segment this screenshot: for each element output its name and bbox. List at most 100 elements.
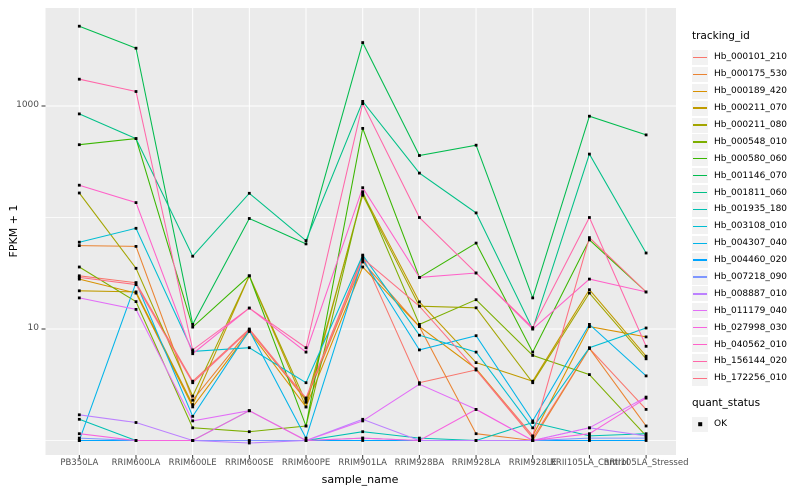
data-point — [304, 424, 308, 428]
legend-key — [692, 303, 708, 319]
legend-line-swatch — [693, 90, 707, 92]
data-point — [474, 143, 478, 147]
legend-item-label: Hb_000175_530 — [714, 69, 788, 80]
legend-line-swatch — [693, 175, 707, 177]
legend-key — [692, 117, 708, 133]
data-point — [191, 419, 195, 423]
data-point — [474, 439, 478, 442]
legend-item: Hb_011179_040 — [692, 302, 798, 319]
data-point — [418, 382, 421, 386]
data-point — [247, 274, 251, 278]
data-point — [77, 277, 81, 281]
data-point — [304, 405, 308, 409]
data-point — [134, 290, 138, 294]
data-point — [644, 396, 648, 400]
data-point — [644, 439, 648, 442]
data-point — [418, 154, 421, 157]
data-point — [134, 281, 138, 285]
legend-line-swatch — [693, 124, 707, 126]
data-point — [77, 143, 81, 147]
legend-title-quant-status: quant_status — [692, 396, 761, 409]
y-axis-title: FPKM + 1 — [7, 204, 20, 258]
data-point — [304, 239, 308, 242]
data-point — [531, 326, 535, 329]
legend-key — [692, 83, 708, 99]
data-point — [77, 274, 81, 278]
data-point — [191, 323, 195, 326]
data-point — [361, 100, 365, 103]
data-point — [588, 373, 591, 376]
data-point — [418, 323, 421, 326]
legend-key — [692, 218, 708, 234]
legend-key — [692, 134, 708, 150]
data-point — [644, 374, 648, 378]
legend-key — [692, 353, 708, 369]
data-point — [644, 424, 648, 428]
data-point — [418, 276, 421, 279]
legend-item-label: Hb_000189_420 — [714, 86, 788, 97]
data-point — [644, 408, 648, 411]
data-point — [644, 251, 648, 255]
data-point — [304, 439, 308, 442]
legend-item: Hb_172256_010 — [692, 370, 798, 387]
data-point — [588, 152, 591, 156]
data-point — [304, 381, 308, 385]
data-point — [531, 381, 535, 385]
data-point — [191, 350, 195, 353]
legend-item: Hb_004307_040 — [692, 235, 798, 252]
legend-item: Hb_000211_080 — [692, 117, 798, 134]
data-point — [247, 306, 251, 310]
data-point — [304, 396, 308, 400]
data-point — [474, 334, 478, 338]
data-point — [531, 379, 535, 383]
data-point — [644, 326, 648, 330]
data-point — [77, 265, 81, 269]
legend-line-swatch — [693, 107, 707, 109]
data-point — [474, 306, 478, 310]
data-point — [77, 24, 81, 28]
data-point — [134, 283, 138, 286]
data-point — [474, 211, 478, 215]
legend-key — [692, 337, 708, 353]
data-point — [361, 41, 365, 44]
legend-key — [692, 370, 708, 386]
data-point — [77, 413, 81, 417]
data-point — [134, 308, 138, 311]
data-point — [247, 439, 251, 442]
legend-line-swatch — [693, 377, 707, 380]
data-point — [191, 381, 195, 385]
data-point — [474, 271, 478, 275]
data-point — [531, 436, 535, 440]
legend: tracking_id Hb_000101_210 Hb_000175_530 Hb… — [692, 30, 798, 433]
quant-status-items: OK — [692, 416, 798, 433]
data-point — [77, 77, 81, 81]
quant-status-key — [692, 416, 708, 432]
legend-key — [692, 320, 708, 336]
data-point — [361, 253, 365, 257]
data-point — [134, 90, 138, 93]
data-point — [588, 434, 591, 438]
data-point — [531, 421, 535, 424]
data-point — [531, 434, 535, 438]
data-point — [134, 439, 138, 442]
data-point — [304, 400, 308, 404]
data-point — [531, 439, 535, 442]
data-point — [644, 357, 648, 361]
quant-status-item: OK — [692, 416, 798, 433]
data-point — [588, 426, 591, 430]
legend-item-label: Hb_000211_070 — [714, 103, 788, 114]
legend-key — [692, 235, 708, 251]
data-point — [77, 183, 81, 187]
data-point — [191, 405, 195, 409]
data-point — [247, 346, 251, 350]
data-point — [247, 328, 251, 332]
legend-item-label: Hb_172256_010 — [714, 373, 788, 384]
data-point — [474, 361, 478, 364]
legend-item-label: Hb_156144_020 — [714, 356, 788, 367]
plot-panel — [45, 8, 676, 455]
data-point — [531, 350, 535, 354]
data-point — [474, 298, 478, 302]
data-point — [361, 430, 365, 434]
